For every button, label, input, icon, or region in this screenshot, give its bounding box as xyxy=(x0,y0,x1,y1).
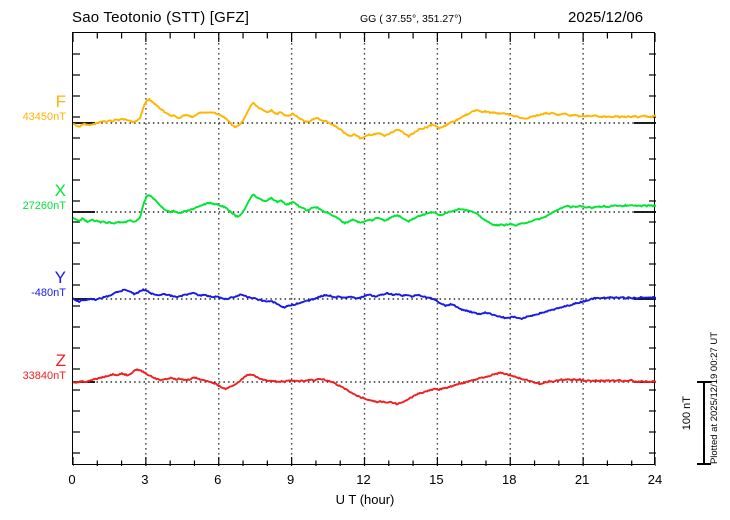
component-label-y: Y -480nT xyxy=(0,269,66,300)
x-tick-label-21: 21 xyxy=(574,472,590,487)
scale-bar-label: 100 nT xyxy=(681,396,693,431)
geographic-coordinates: GG ( 37.55°, 351.27°) xyxy=(360,13,462,25)
x-tick-label-24: 24 xyxy=(647,472,663,487)
component-baseline-y: -480nT xyxy=(31,287,66,299)
x-tick-label-6: 6 xyxy=(214,472,222,487)
x-tick-label-9: 9 xyxy=(287,472,295,487)
x-tick-label-12: 12 xyxy=(356,472,371,487)
x-axis-title: U T (hour) xyxy=(335,492,395,507)
observation-date: 2025/12/06 xyxy=(568,9,644,26)
component-baseline-f: 43450nT xyxy=(22,111,66,123)
component-symbol-x: X xyxy=(54,181,66,200)
x-tick-label-3: 3 xyxy=(141,472,149,487)
component-label-z: Z 33840nT xyxy=(0,352,66,383)
plotted-timestamp: Plotted at 2025/12/19 00:27 UT xyxy=(709,332,720,465)
component-symbol-f: F xyxy=(55,92,66,111)
component-label-x: X 27260nT xyxy=(0,182,66,213)
x-tick-label-18: 18 xyxy=(502,472,517,487)
trace-canvas xyxy=(73,33,656,466)
plot-area xyxy=(72,32,656,466)
x-tick-label-15: 15 xyxy=(429,472,444,487)
station-title: Sao Teotonio (STT) [GFZ] xyxy=(72,9,250,26)
component-baseline-z: 33840nT xyxy=(22,370,66,382)
component-symbol-z: Z xyxy=(55,351,66,370)
x-tick-label-0: 0 xyxy=(68,472,76,487)
component-symbol-y: Y xyxy=(54,268,66,287)
component-label-f: F 43450nT xyxy=(0,93,66,124)
component-baseline-x: 27260nT xyxy=(22,200,66,212)
